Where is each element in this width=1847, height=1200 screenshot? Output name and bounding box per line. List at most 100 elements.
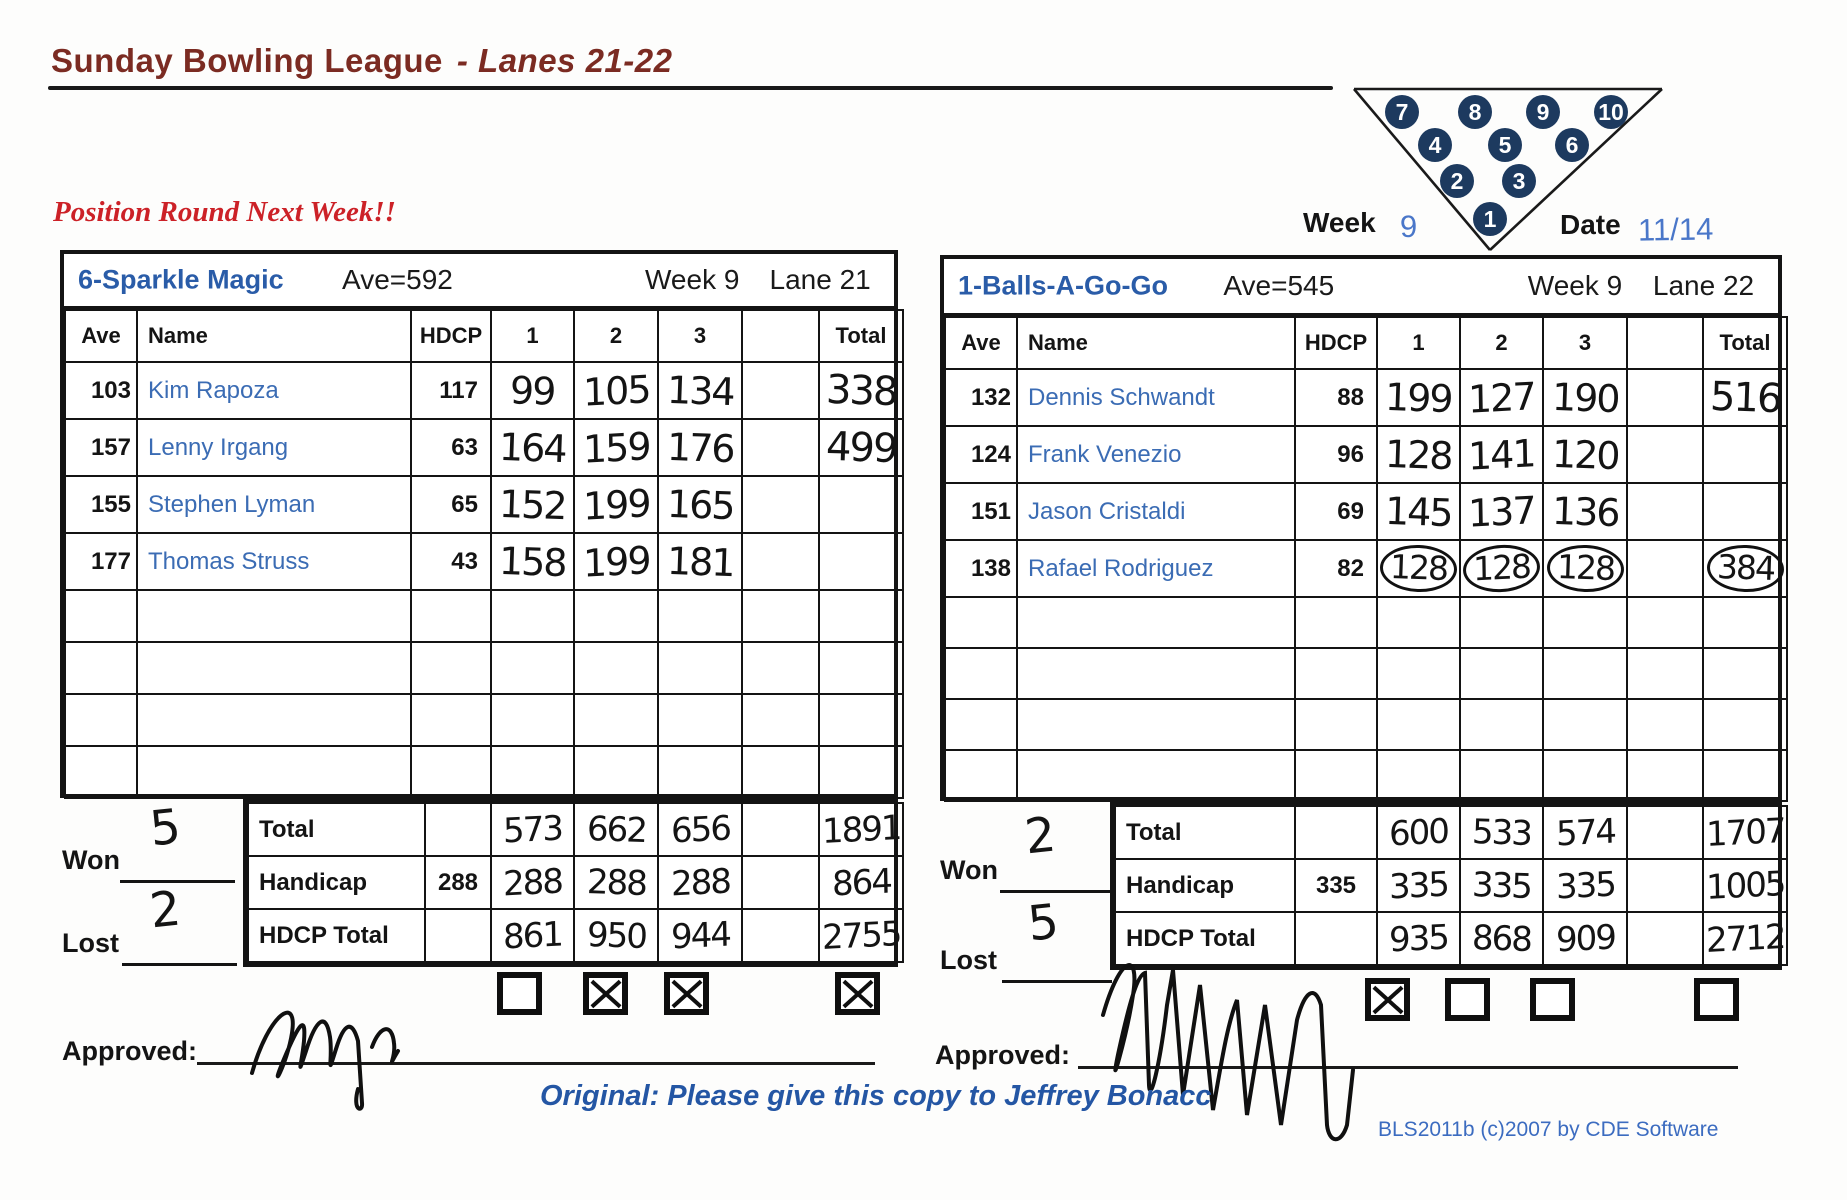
software-credit: BLS2011b (c)2007 by CDE Software	[1378, 1118, 1719, 1141]
player-row: 138 Rafael Rodriguez 82 128 128 128 384	[944, 539, 1788, 598]
page-title: Sunday Bowling League - Lanes 21-22	[51, 42, 672, 80]
player-ave: 155	[64, 475, 138, 534]
approved-signature-line	[197, 1062, 875, 1065]
hdcp-total-game1: 861	[502, 913, 563, 958]
position-round-notice: Position Round Next Week!!	[53, 196, 396, 228]
player-hdcp: 117	[410, 361, 492, 420]
empty-row	[64, 641, 904, 695]
handicap-series: 1005	[1705, 863, 1785, 908]
series-total: 516	[1709, 373, 1781, 422]
empty-row	[944, 647, 1788, 700]
team-average: Ave=545	[1223, 270, 1335, 301]
game2-score: 127	[1467, 373, 1536, 422]
player-hdcp: 82	[1294, 539, 1378, 598]
col-blank	[741, 309, 820, 363]
total-won-checkbox	[1694, 978, 1739, 1021]
total-series: 1891	[821, 807, 901, 852]
total-game3: 574	[1555, 810, 1615, 855]
player-ave: 138	[944, 539, 1018, 598]
team-lane: Lane 21	[769, 264, 871, 295]
won-line	[1000, 890, 1110, 893]
total-game1: 573	[502, 807, 563, 852]
empty-row	[944, 698, 1788, 751]
approved-label: Approved:	[62, 1036, 197, 1066]
series-total: 338	[825, 366, 897, 415]
player-hdcp: 63	[410, 418, 492, 477]
game1-score: 158	[498, 538, 567, 585]
handicap-game2: 335	[1471, 864, 1532, 907]
total-series: 1707	[1705, 810, 1785, 855]
handicap-printed: 335	[1294, 858, 1378, 913]
game1-score: 145	[1384, 488, 1453, 535]
game2-score-circled: 128	[1462, 542, 1541, 595]
blank-cell	[1626, 858, 1704, 913]
hdcp-total-game2: 868	[1471, 917, 1532, 960]
hdcp-total-series: 2755	[821, 913, 901, 958]
empty-row	[944, 596, 1788, 649]
totals-row: Total 573 662 656 1891	[247, 802, 904, 857]
handicap-printed: 288	[424, 855, 492, 910]
total-label: Total	[1114, 805, 1296, 860]
game2-score: 199	[582, 537, 650, 586]
col-hdcp: HDCP	[410, 309, 492, 363]
date-label: Date	[1560, 209, 1621, 240]
blank-cell	[1626, 425, 1704, 484]
date-value-handwritten: 11/14	[1637, 211, 1714, 248]
player-name: Rafael Rodriguez	[1016, 539, 1296, 598]
score-table: Ave Name HDCP 1 2 3 Total 132 Dennis Sch…	[944, 316, 1788, 802]
approved-label: Approved:	[935, 1040, 1070, 1070]
handicap-label: Handicap	[247, 855, 426, 910]
team-sheet-sparkle-magic: 6-Sparkle Magic Ave=592 Week 9 Lane 21 A…	[60, 250, 904, 799]
game1-won-checkbox	[1365, 978, 1410, 1021]
game1-score: 128	[1384, 431, 1453, 478]
player-name: Frank Venezio	[1016, 425, 1296, 484]
game3-score: 136	[1550, 488, 1620, 535]
lost-value-handwritten: 5	[1025, 893, 1062, 953]
team-header-row: 1-Balls-A-Go-Go Ave=545 Week 9 Lane 22	[944, 259, 1778, 316]
player-ave: 103	[64, 361, 138, 420]
total-won-checkbox	[835, 972, 880, 1015]
game2-won-checkbox	[583, 972, 628, 1015]
col-game2: 2	[1459, 316, 1544, 370]
score-table: Ave Name HDCP 1 2 3 Total 103 Kim Rapoza…	[64, 309, 904, 799]
player-name: Jason Cristaldi	[1016, 482, 1296, 541]
lost-label: Lost	[940, 945, 997, 975]
player-row: 155 Stephen Lyman 65 152 199 165	[64, 475, 904, 534]
week-label: Week	[1303, 207, 1376, 238]
player-ave: 132	[944, 368, 1018, 427]
won-label: Won	[62, 845, 120, 875]
hdcp-total-game2: 950	[585, 914, 647, 957]
series-total-circled: 384	[1705, 543, 1785, 594]
handicap-series: 864	[831, 860, 891, 905]
pin-9: 9	[1537, 99, 1550, 125]
blank-cell	[741, 418, 820, 477]
blank-cell	[741, 361, 820, 420]
player-hdcp: 88	[1294, 368, 1378, 427]
pin-3: 3	[1513, 168, 1526, 194]
col-game1: 1	[490, 309, 575, 363]
hdcp-total-game1: 935	[1388, 916, 1449, 961]
totals-row: Total 600 533 574 1707	[1114, 805, 1788, 860]
team-totals-table: Total 600 533 574 1707 Handicap 335 335 …	[1110, 801, 1788, 970]
game1-score: 152	[498, 481, 567, 528]
player-ave: 177	[64, 532, 138, 591]
team-header-row: 6-Sparkle Magic Ave=592 Week 9 Lane 21	[64, 254, 894, 309]
hdcp-total-game3: 944	[670, 913, 730, 958]
approved-signature-line	[1078, 1066, 1738, 1069]
game2-score: 199	[582, 480, 650, 529]
pin-7: 7	[1396, 99, 1409, 125]
handicap-game3: 335	[1555, 863, 1615, 908]
team-lane: Lane 22	[1652, 270, 1755, 301]
player-hdcp: 43	[410, 532, 492, 591]
hdcp-total-row: HDCP Total 861 950 944 2755	[247, 908, 904, 963]
empty-row	[64, 693, 904, 747]
pin-6: 6	[1566, 132, 1579, 158]
empty-row	[64, 589, 904, 643]
header-divider	[48, 86, 1333, 90]
total-game3: 656	[670, 807, 730, 852]
hdcp-total-game3: 909	[1555, 916, 1615, 961]
hdcp-total-label: HDCP Total	[1114, 911, 1296, 966]
player-row: 151 Jason Cristaldi 69 145 137 136	[944, 482, 1788, 541]
col-hdcp: HDCP	[1294, 316, 1378, 370]
